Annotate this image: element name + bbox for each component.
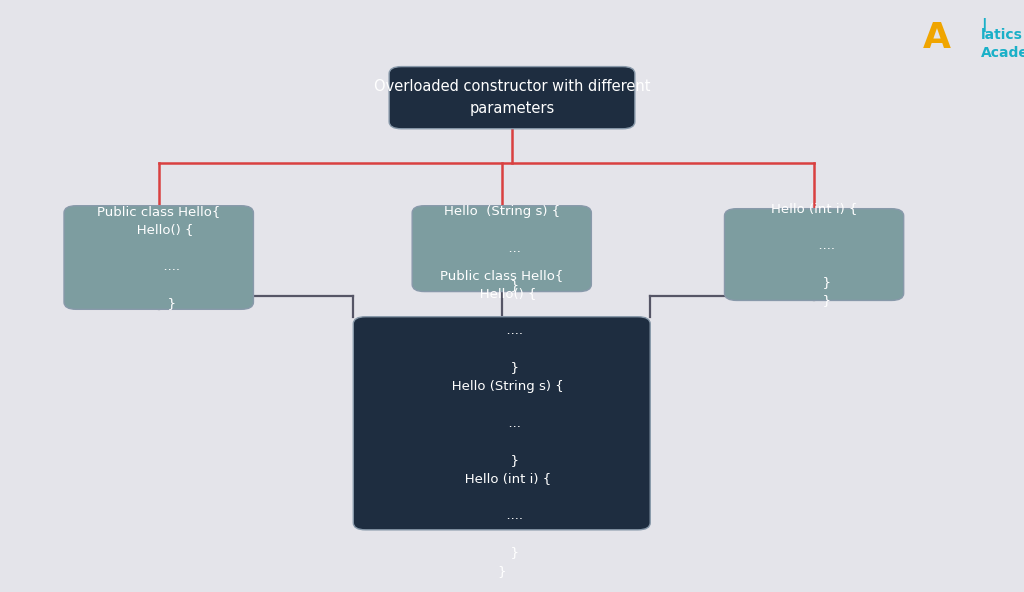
Text: Academy: Academy — [981, 46, 1024, 60]
Text: Ⅰ: Ⅰ — [981, 17, 986, 36]
Text: Public class Hello{
   Hello() {

      ....

      }: Public class Hello{ Hello() { .... } — [97, 205, 220, 310]
Text: Hello (int i) {

      ....

      }
      }: Hello (int i) { .... } } — [771, 202, 857, 307]
Text: latics: latics — [981, 28, 1023, 43]
FancyBboxPatch shape — [412, 206, 591, 291]
Text: A: A — [923, 21, 951, 54]
FancyBboxPatch shape — [389, 67, 635, 128]
Text: Overloaded constructor with different
parameters: Overloaded constructor with different pa… — [374, 79, 650, 116]
FancyBboxPatch shape — [353, 317, 650, 530]
FancyBboxPatch shape — [725, 208, 904, 301]
Text: Public class Hello{
   Hello() {

      ....

      }
   Hello (String s) {

   : Public class Hello{ Hello() { .... } Hel… — [439, 269, 564, 578]
Text: Hello  (String s) {

      ...

      }: Hello (String s) { ... } — [443, 205, 560, 292]
FancyBboxPatch shape — [63, 206, 254, 310]
